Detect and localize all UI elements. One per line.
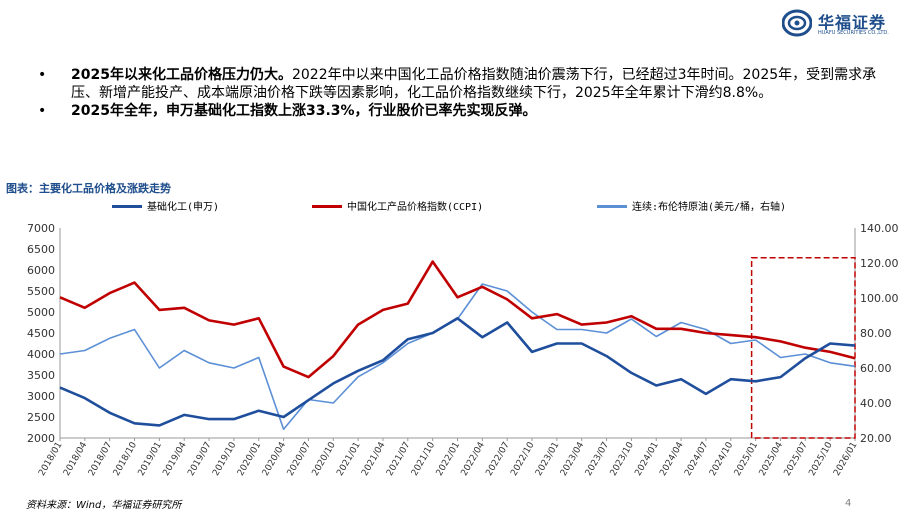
x-tick-label: 2024/01 — [633, 441, 660, 478]
chart-title: 图表：主要化工品价格及涨跌走势 — [6, 182, 171, 195]
y2-tick-label: 100.00 — [860, 292, 899, 305]
x-tick-label: 2018/10 — [112, 440, 139, 478]
x-tick-label: 2023/04 — [559, 440, 586, 478]
brand-name-en: HUAFU SECURITIES CO.,LTD. — [818, 30, 889, 36]
x-tick-label: 2019/07 — [186, 441, 213, 478]
x-tick-label: 2020/04 — [261, 440, 288, 478]
page-number: 4 — [845, 498, 852, 509]
y2-tick-label: 20.00 — [860, 432, 892, 445]
legend-label: 连续:布伦特原油(美元/桶，右轴) — [632, 202, 787, 213]
x-tick-label: 2025/07 — [783, 441, 810, 478]
x-tick-label: 2025/04 — [758, 440, 785, 478]
x-tick-label: 2026/01 — [832, 441, 859, 478]
x-tick-label: 2019/04 — [161, 440, 188, 478]
x-tick-label: 2023/10 — [609, 440, 636, 478]
series-line-brent — [59, 283, 856, 431]
legend-swatch — [112, 205, 142, 208]
x-tick-label: 2019/10 — [211, 440, 238, 478]
legend-label: 中国化工产品价格指数(CCPI) — [347, 202, 484, 213]
y-tick-label: 3000 — [27, 390, 55, 403]
y-tick-label: 2500 — [27, 411, 55, 424]
x-tick-label: 2025/01 — [733, 441, 760, 478]
series-line-index — [59, 317, 856, 427]
x-tick-label: 2022/04 — [460, 440, 487, 478]
y-tick-label: 3500 — [27, 369, 55, 382]
x-tick-label: 2018/01 — [37, 441, 64, 478]
y-tick-label: 2000 — [27, 432, 55, 445]
y-tick-label: 6000 — [27, 264, 55, 277]
x-tick-label: 2024/07 — [683, 441, 710, 478]
bullet-bold-text: 2025年全年，申万基础化工指数上涨33.3%，行业股价已率先实现反弹。 — [71, 103, 537, 119]
highlight-box — [750, 257, 856, 439]
x-tick-label: 2022/01 — [435, 441, 462, 478]
legend-swatch — [312, 205, 342, 208]
legend-swatch — [597, 205, 627, 208]
legend-label: 基础化工(申万) — [147, 202, 220, 213]
bullet-marker: • — [38, 67, 47, 83]
x-tick-label: 2018/04 — [62, 440, 89, 478]
x-tick-label: 2024/04 — [658, 440, 685, 478]
y2-tick-label: 60.00 — [860, 362, 892, 375]
y-tick-label: 6500 — [27, 243, 55, 256]
x-tick-label: 2023/01 — [534, 441, 561, 478]
y2-tick-label: 120.00 — [860, 257, 899, 270]
source-note: 资料来源：Wind，华福证券研究所 — [26, 500, 182, 511]
x-tick-label: 2018/07 — [87, 441, 114, 478]
y2-tick-label: 140.00 — [860, 222, 899, 235]
x-tick-label: 2021/01 — [335, 441, 362, 478]
bullet-text: 2022年中以来中国化工品价格指数随油价震荡下行，已经超过3年时间。2025年，… — [71, 67, 877, 101]
y-tick-label: 4000 — [27, 348, 55, 361]
x-tick-label: 2021/07 — [385, 441, 412, 478]
x-tick-label: 2019/01 — [137, 441, 164, 478]
x-tick-label: 2020/01 — [236, 441, 263, 478]
x-tick-label: 2023/07 — [584, 441, 611, 478]
bullet-marker: • — [38, 103, 47, 119]
x-tick-label: 2022/07 — [484, 441, 511, 478]
y-tick-label: 7000 — [27, 222, 55, 235]
x-tick-label: 2020/07 — [286, 441, 313, 478]
bullet-bold-text: 2025年以来化工品价格压力仍大。 — [71, 67, 292, 83]
y2-tick-label: 80.00 — [860, 327, 892, 340]
brand-name: 华福证券 — [818, 13, 887, 32]
series-line-ccpi — [59, 260, 856, 379]
x-tick-label: 2025/10 — [807, 440, 834, 478]
x-tick-label: 2021/04 — [360, 440, 387, 478]
bullet-item: • 2025年全年，申万基础化工指数上涨33.3%，行业股价已率先实现反弹。 — [38, 102, 898, 120]
bullet-item: • 2025年以来化工品价格压力仍大。2022年中以来中国化工品价格指数随油价震… — [38, 66, 898, 102]
y-tick-label: 5500 — [27, 285, 55, 298]
y2-tick-label: 40.00 — [860, 397, 892, 410]
brand-logo: 华福证券 HUAFU SECURITIES CO.,LTD. — [782, 6, 914, 40]
line-chart: 2000 2500 3000 3500 4000 4500 5000 5500 6000 6500… — [27, 222, 899, 478]
y-tick-label: 5000 — [27, 306, 55, 319]
x-tick-label: 2024/10 — [708, 440, 735, 478]
x-tick-label: 2021/10 — [410, 440, 437, 478]
y-tick-label: 4500 — [27, 327, 55, 340]
x-tick-label: 2022/10 — [509, 440, 536, 478]
bullet-list: • 2025年以来化工品价格压力仍大。2022年中以来中国化工品价格指数随油价震… — [38, 66, 898, 120]
x-tick-label: 2020/10 — [311, 440, 338, 478]
logo-swirl-icon — [782, 9, 812, 37]
